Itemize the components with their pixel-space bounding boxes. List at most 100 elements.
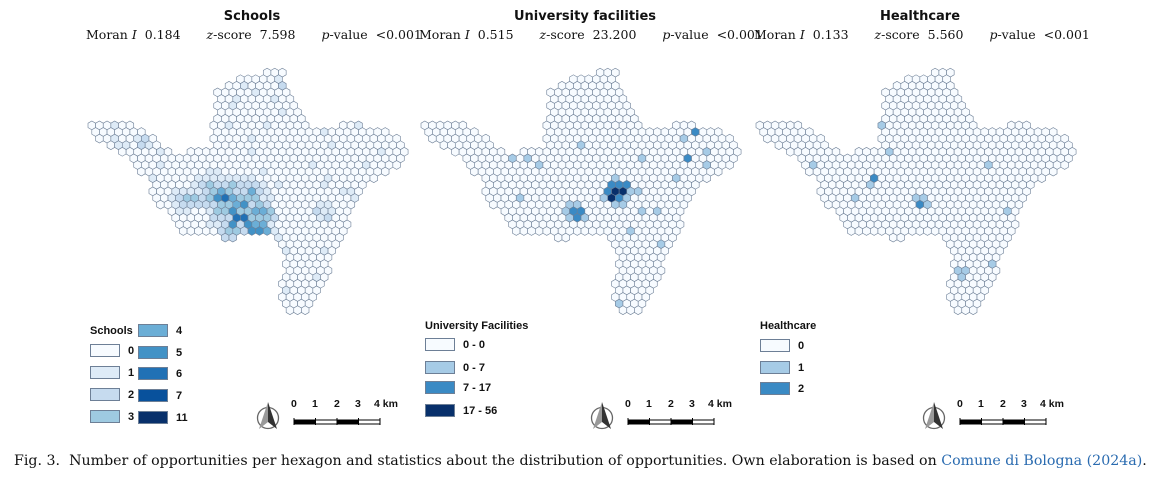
moran-value: 0.133	[812, 27, 849, 42]
legend-item: 2	[90, 388, 134, 401]
hexagon-cell	[896, 232, 905, 243]
hexagon-cell	[580, 226, 589, 236]
hexagon-cell	[392, 160, 401, 170]
hexagon-cell	[889, 232, 898, 243]
legend-item: 5	[138, 346, 182, 359]
scale-labels: 0 1 2 3 4 km	[624, 398, 734, 412]
z-score-label: -score	[213, 27, 252, 42]
hexagon-cell	[95, 133, 104, 144]
north-arrow-icon	[922, 402, 946, 430]
hexagon-cell	[953, 305, 963, 315]
panel-stats: Moran I 0.515 z-score 23.200 p-value <0.0…	[417, 27, 763, 42]
z-score-label: -score	[546, 27, 585, 42]
hexagon-cell	[106, 140, 115, 150]
hexagon-cell	[202, 226, 211, 236]
scale-bar: 0 1 2 3 4 km	[920, 398, 1080, 436]
legend-title: Schools	[90, 325, 133, 337]
z-symbol: z	[206, 27, 214, 42]
citation-link[interactable]: Comune di Bologna (2024a)	[941, 453, 1143, 469]
hexagon-map	[420, 67, 742, 315]
hexagon-cell	[247, 226, 256, 236]
hexagon-cell	[439, 140, 448, 150]
legend-item: 3	[90, 410, 134, 423]
hexagon-cell	[228, 232, 237, 243]
hexagon-cell	[262, 226, 272, 236]
hexagon-cell	[470, 166, 479, 177]
legend-swatch	[138, 411, 168, 424]
hexagon-cell	[702, 173, 711, 183]
panel-stats: Moran I 0.184 z-score 7.598 p-value <0.00…	[84, 27, 422, 42]
legend-swatch	[90, 344, 120, 357]
hexagon-cell	[519, 226, 528, 236]
legend-swatch	[760, 361, 790, 374]
scale-bar: 0 1 2 3 4 km	[254, 398, 414, 436]
scale-ruler	[627, 418, 715, 425]
legend-swatch	[760, 382, 790, 395]
scale-label: 1	[978, 398, 984, 410]
hexagon-cell	[588, 226, 597, 236]
hexagon-cell	[535, 226, 544, 236]
hexagon-cell	[915, 226, 924, 236]
hexagon-cell	[194, 226, 203, 236]
moran-i-symbol: I	[799, 27, 805, 42]
hexagon-cell	[930, 226, 940, 236]
legend-item: 7	[138, 389, 182, 402]
hexagon-cell	[118, 147, 127, 157]
hexagon-cell	[714, 166, 723, 177]
hexagon-cell	[285, 305, 295, 315]
scale-ruler	[293, 418, 381, 425]
hexagon-cell	[512, 226, 521, 236]
figure-caption: Fig. 3. Number of opportunities per hexa…	[14, 453, 1147, 469]
hexagon-cell	[240, 226, 249, 236]
hexagon-cell	[774, 140, 783, 150]
moran-label: Moran	[419, 27, 461, 42]
figure-number: Fig. 3.	[14, 453, 61, 469]
scale-label: 2	[334, 398, 340, 410]
hexagon-cell	[725, 160, 734, 170]
hexagon-cell	[805, 166, 814, 177]
panel-title: Schools	[223, 9, 281, 24]
legend-title: University Facilities	[425, 320, 529, 332]
hexagon-cell	[969, 305, 978, 315]
hexagon-cell	[870, 226, 879, 236]
legend-swatch	[138, 324, 168, 337]
panel-stats: Moran I 0.133 z-score 5.560 p-value <0.00…	[752, 27, 1090, 42]
hexagon-cell	[877, 226, 886, 236]
legend-swatch	[425, 381, 455, 394]
legend-swatch	[90, 410, 120, 423]
panel-title: Healthcare	[879, 9, 961, 24]
hexagon-cell	[786, 147, 795, 157]
legend-swatch	[138, 389, 168, 402]
moran-label: Moran	[86, 27, 128, 42]
legend-swatch	[425, 404, 455, 417]
hexagon-map	[87, 67, 409, 315]
scale-ruler	[959, 418, 1047, 425]
map-panel-schools: Schools Moran I 0.184 z-score 7.598 p-val…	[84, 0, 422, 440]
scale-label: 1	[646, 398, 652, 410]
hexagon-cell	[489, 199, 498, 210]
scale-label: 0	[625, 398, 631, 410]
map-panel-healthcare: Healthcare Moran I 0.133 z-score 5.560 p-…	[752, 0, 1090, 440]
hexagon-cell	[221, 232, 230, 243]
panel-title: University facilities	[513, 9, 657, 24]
p-value-label: -value	[329, 27, 368, 42]
hexagon-cell	[1049, 166, 1058, 177]
scale-labels: 0 1 2 3 4 km	[290, 398, 400, 412]
hexagon-cell	[862, 226, 871, 236]
hexagon-cell	[186, 226, 195, 236]
hexagon-cell	[595, 226, 605, 236]
hexagon-cell	[381, 166, 390, 177]
legend-swatch	[760, 339, 790, 352]
legend-item: 0 - 0	[425, 338, 485, 351]
legend-item: 1	[760, 361, 804, 374]
hexagon-cell	[1060, 160, 1069, 170]
hexagon-cell	[847, 226, 856, 236]
hexagon-cell	[561, 232, 570, 243]
scale-label: 1	[312, 398, 318, 410]
hexagon-cell	[209, 226, 218, 236]
hexagon-cell	[961, 305, 970, 315]
north-arrow-icon	[256, 402, 280, 430]
scale-label: 4 km	[374, 398, 398, 410]
p-value: <0.001	[1043, 27, 1090, 42]
hexagon-cell	[573, 226, 582, 236]
